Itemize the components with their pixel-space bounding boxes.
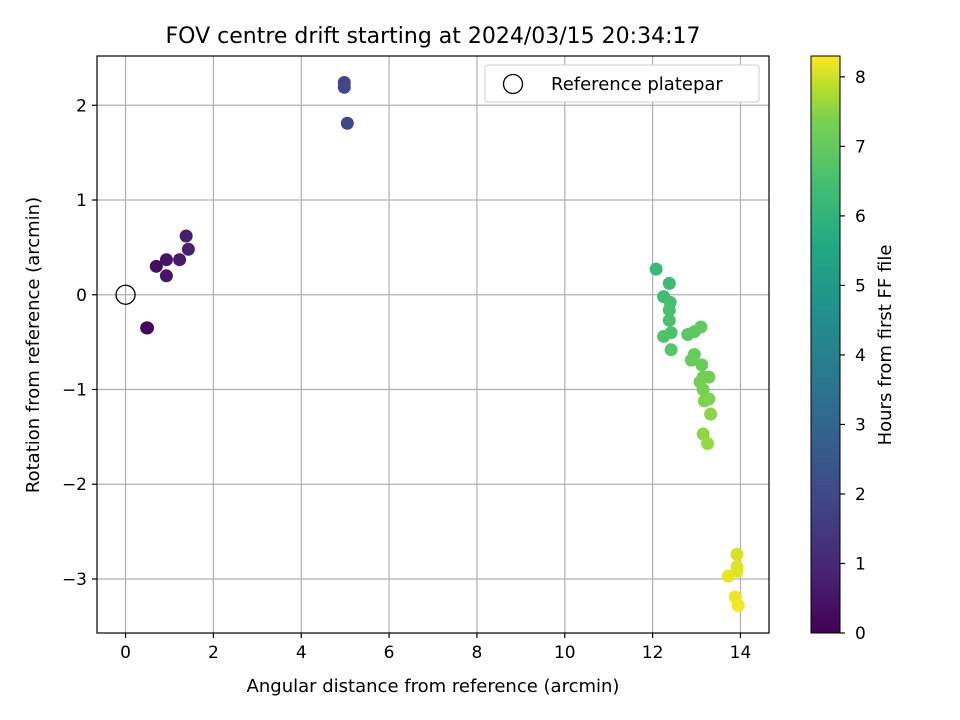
data-point xyxy=(696,383,710,397)
colorbar-tick-label: 3 xyxy=(855,415,866,435)
colorbar-tick-label: 8 xyxy=(855,68,866,88)
colorbar-tick-label: 1 xyxy=(855,554,866,574)
data-point xyxy=(149,259,163,273)
legend-label-reference: Reference platepar xyxy=(551,74,723,95)
x-tick-label: 12 xyxy=(642,643,664,663)
chart-title: FOV centre drift starting at 2024/03/15 … xyxy=(166,24,701,49)
colorbar-label: Hours from first FF file xyxy=(875,245,896,446)
y-axis-ticks: −3 −2 −1 0 1 2 xyxy=(62,96,97,590)
grid xyxy=(97,56,769,633)
data-points xyxy=(115,76,745,613)
colorbar-tick-label: 2 xyxy=(855,485,866,505)
y-tick-label: 2 xyxy=(76,96,87,116)
y-tick-label: 0 xyxy=(76,286,87,306)
x-tick-label: 6 xyxy=(384,643,395,663)
data-point xyxy=(662,303,676,317)
x-tick-label: 0 xyxy=(120,643,131,663)
reference-platepar-marker xyxy=(115,284,136,305)
data-point xyxy=(701,437,715,451)
colorbar-tick-label: 6 xyxy=(855,207,866,227)
x-axis-ticks: 0 2 4 6 8 10 12 14 xyxy=(120,633,751,663)
x-axis-label: Angular distance from reference (arcmin) xyxy=(247,676,620,697)
data-point xyxy=(694,320,708,334)
data-point xyxy=(337,80,351,94)
y-tick-label: −2 xyxy=(62,475,87,495)
data-point xyxy=(159,269,173,283)
data-point xyxy=(684,353,698,367)
data-point xyxy=(173,253,187,267)
x-tick-label: 14 xyxy=(730,643,752,663)
plot-area-frame xyxy=(96,55,770,634)
data-point xyxy=(657,329,671,343)
legend: Reference platepar xyxy=(484,64,760,103)
legend-marker-reference xyxy=(502,73,524,95)
data-point xyxy=(697,394,711,408)
data-point xyxy=(695,358,709,372)
x-tick-label: 4 xyxy=(296,643,307,663)
data-point xyxy=(730,547,744,561)
colorbar-tick-label: 0 xyxy=(855,624,866,644)
data-point xyxy=(662,276,676,290)
colorbar-tick-label: 5 xyxy=(855,276,866,296)
data-point xyxy=(704,407,718,421)
data-point xyxy=(721,569,735,583)
x-tick-label: 2 xyxy=(208,643,219,663)
data-point xyxy=(649,262,663,276)
data-point xyxy=(179,229,193,243)
data-point xyxy=(664,343,678,357)
colorbar-gradient xyxy=(810,55,841,634)
legend-box xyxy=(484,64,760,103)
colorbar: 0 1 2 3 4 5 6 7 8 Hours from first FF file xyxy=(810,55,896,644)
y-axis-label: Rotation from reference (arcmin) xyxy=(23,197,44,493)
data-point xyxy=(662,313,676,327)
data-point xyxy=(340,116,354,130)
data-point xyxy=(140,321,154,335)
x-tick-label: 10 xyxy=(554,643,576,663)
y-tick-label: 1 xyxy=(76,191,87,211)
data-point xyxy=(731,599,745,613)
colorbar-ticks: 0 1 2 3 4 5 6 7 8 xyxy=(840,68,866,644)
y-tick-label: −1 xyxy=(62,381,87,401)
data-point xyxy=(181,242,195,256)
colorbar-tick-label: 7 xyxy=(855,137,866,157)
x-tick-label: 8 xyxy=(472,643,483,663)
colorbar-tick-label: 4 xyxy=(855,346,866,366)
y-tick-label: −3 xyxy=(62,570,87,590)
data-point xyxy=(159,253,173,267)
